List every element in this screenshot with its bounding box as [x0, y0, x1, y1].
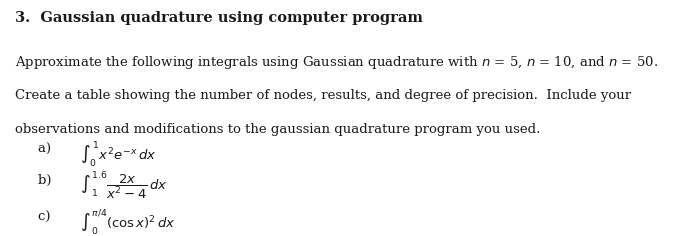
- Text: observations and modifications to the gaussian quadrature program you used.: observations and modifications to the ga…: [15, 123, 541, 136]
- Text: a): a): [38, 143, 60, 156]
- Text: c): c): [38, 211, 59, 224]
- Text: $\int_{\,1}^{1.6} \dfrac{2x}{x^2-4}\, dx$: $\int_{\,1}^{1.6} \dfrac{2x}{x^2-4}\, dx…: [80, 170, 168, 202]
- Text: Approximate the following integrals using Gaussian quadrature with $n$ = 5, $n$ : Approximate the following integrals usin…: [15, 54, 658, 71]
- Text: Create a table showing the number of nodes, results, and degree of precision.  I: Create a table showing the number of nod…: [15, 88, 631, 101]
- Text: $\int_0^{\,1} x^2 e^{-x}\, dx$: $\int_0^{\,1} x^2 e^{-x}\, dx$: [80, 139, 156, 169]
- Text: b): b): [38, 173, 60, 186]
- Text: 3.  Gaussian quadrature using computer program: 3. Gaussian quadrature using computer pr…: [15, 11, 423, 25]
- Text: $\int_{\,0}^{\pi/4} (\cos x)^2\, dx$: $\int_{\,0}^{\pi/4} (\cos x)^2\, dx$: [80, 208, 175, 236]
